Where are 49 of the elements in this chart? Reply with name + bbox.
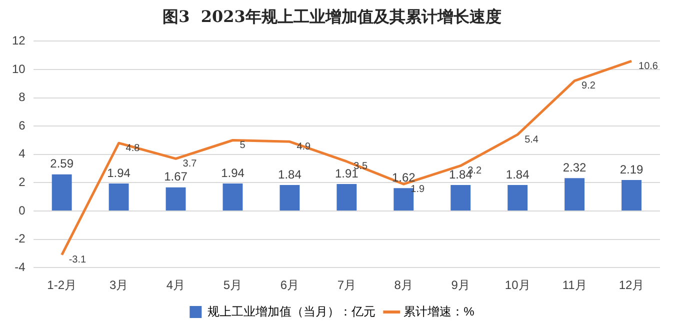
bar [108, 184, 129, 210]
data-label: 2.59 [50, 156, 74, 171]
bar [508, 184, 528, 210]
y-tick-label: 0 [18, 203, 26, 218]
bar [52, 174, 72, 210]
data-label: -3.1 [68, 254, 86, 266]
data-label: 1.84 [278, 167, 302, 182]
data-label: 1.94 [107, 166, 131, 180]
data-label: 5.4 [524, 134, 539, 146]
legend-label: 累计增速：% [404, 304, 475, 318]
y-tick-label: 2 [18, 175, 26, 190]
x-tick-label: 5月 [223, 278, 242, 292]
data-label: 1.84 [506, 167, 530, 182]
bar [564, 178, 585, 210]
data-label: 3.7 [182, 158, 198, 170]
x-tick-label: 3月 [109, 278, 128, 292]
bar [280, 184, 300, 210]
y-tick-label: 4 [18, 146, 26, 161]
y-tick-label: -4 [14, 260, 26, 274]
data-label: 9.2 [582, 80, 596, 92]
x-tick-label: 4月 [166, 278, 186, 292]
x-tick-label: 6月 [280, 278, 300, 292]
x-tick-label: 9月 [451, 278, 470, 292]
bar [450, 184, 471, 210]
bar [336, 184, 357, 210]
data-label: 10.6 [638, 60, 658, 72]
x-tick-label: 12月 [618, 278, 644, 292]
x-tick-label: 11月 [562, 278, 587, 292]
data-label: 2.19 [620, 162, 644, 176]
y-tick-label: 8 [18, 90, 26, 104]
data-label: 1.62 [392, 170, 416, 184]
legend-label: 规上工业增加值（当月）：亿元 [208, 304, 376, 318]
x-tick-label: 7月 [337, 278, 356, 292]
x-tick-label: 8月 [394, 278, 413, 292]
y-tick-label: 10 [12, 62, 26, 76]
data-label: 1.94 [221, 166, 245, 180]
data-label: 1.9 [410, 184, 425, 195]
data-label: 2.32 [562, 160, 587, 174]
y-tick-label: 12 [12, 34, 26, 48]
bar [166, 187, 186, 210]
y-tick-label: -2 [14, 232, 26, 246]
data-label: 1.67 [164, 170, 188, 184]
x-tick-label: 1-2月 [47, 278, 77, 292]
chart-title: 图3 2023年规上工业增加值及其累计增长速度 [162, 6, 502, 26]
bar [622, 180, 642, 210]
data-label: 5 [240, 140, 246, 151]
x-tick-label: 10月 [504, 278, 530, 292]
bar [222, 184, 243, 210]
y-tick-label: 6 [18, 118, 26, 132]
